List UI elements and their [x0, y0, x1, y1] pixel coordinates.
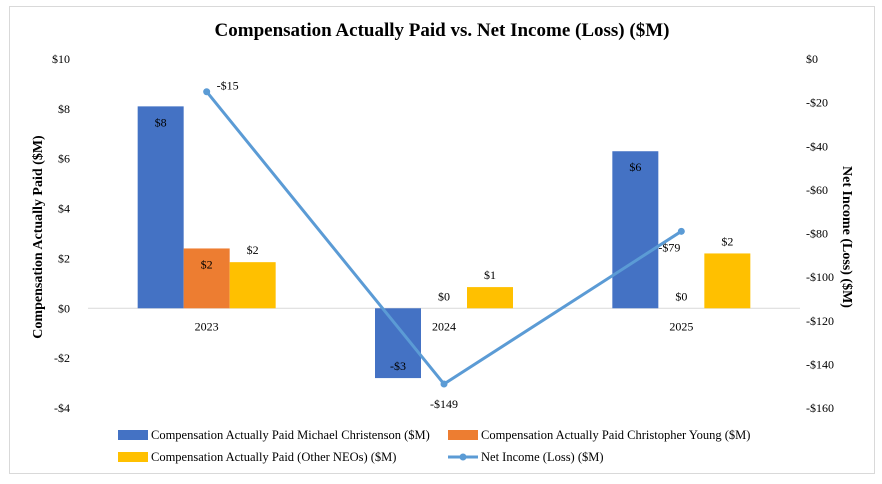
- chart-svg: Compensation Actually Paid vs. Net Incom…: [31, 20, 854, 464]
- y2-tick-label: -$40: [806, 139, 828, 153]
- bar-data-label: $8: [155, 115, 167, 129]
- chart-frame: Compensation Actually Paid vs. Net Incom…: [9, 6, 875, 474]
- bar-labels-group: $8 $2 $2 -$3 $0 $1 $6 $0 $2: [155, 115, 734, 373]
- legend-label: Compensation Actually Paid Michael Chris…: [151, 428, 430, 442]
- y2-tick-label: $0: [806, 52, 818, 66]
- y2-axis-title: Net Income (Loss) ($M): [839, 166, 854, 308]
- bar: [612, 151, 659, 309]
- bar-data-label: -$3: [390, 359, 406, 373]
- legend-marker: [459, 453, 467, 461]
- line-data-label: -$15: [217, 79, 239, 93]
- bar: [137, 106, 184, 309]
- chart-title: Compensation Actually Paid vs. Net Incom…: [215, 20, 670, 41]
- x-tick-label: 2025: [669, 319, 693, 333]
- net-income-line: [205, 90, 683, 386]
- y2-tick-label: -$20: [806, 96, 828, 110]
- y2-tick-label: -$80: [806, 227, 828, 241]
- legend-swatch: [118, 430, 148, 440]
- legend: Compensation Actually Paid Michael Chris…: [118, 428, 750, 464]
- y2-tick-label: -$160: [806, 401, 834, 415]
- y2-tick-label: -$100: [806, 270, 834, 284]
- net-income-point: [440, 380, 448, 388]
- y-axis-ticks: $10 $8 $6 $4 $2 $0 -$2 -$4: [52, 52, 70, 415]
- net-income-point: [677, 227, 685, 235]
- y-tick-label: $8: [58, 102, 70, 116]
- x-tick-label: 2023: [195, 319, 219, 333]
- legend-label: Net Income (Loss) ($M): [481, 450, 604, 464]
- x-tick-label: 2024: [432, 319, 456, 333]
- bar: [183, 248, 230, 309]
- bar-data-label: $1: [484, 268, 496, 282]
- bar-data-label: $2: [721, 234, 733, 248]
- legend-swatch: [448, 430, 478, 440]
- bar-data-label: $6: [629, 160, 641, 174]
- line-data-label: -$79: [658, 240, 680, 254]
- line-data-label: -$149: [430, 397, 458, 411]
- bars-group: [137, 106, 751, 379]
- legend-swatch: [118, 452, 148, 462]
- legend-label: Compensation Actually Paid (Other NEOs) …: [151, 450, 396, 464]
- y2-axis-ticks: $0 -$20 -$40 -$60 -$80 -$100 -$120 -$140 -$160: [806, 52, 834, 415]
- bar-data-label: $2: [201, 257, 213, 271]
- y-tick-label: $0: [58, 301, 70, 315]
- y2-tick-label: -$120: [806, 314, 834, 328]
- y2-tick-label: -$60: [806, 183, 828, 197]
- bar: [467, 287, 513, 309]
- y-tick-label: -$4: [54, 401, 70, 415]
- bar: [375, 308, 421, 379]
- y-tick-label: $6: [58, 152, 70, 166]
- bar-data-label: $0: [438, 289, 450, 303]
- bar: [229, 262, 276, 309]
- net-income-point: [203, 88, 211, 96]
- y-axis-title: Compensation Actually Paid ($M): [31, 135, 46, 339]
- x-axis-ticks: 2023 2024 2025: [195, 319, 694, 333]
- y-tick-label: $4: [58, 202, 70, 216]
- legend-label: Compensation Actually Paid Christopher Y…: [481, 428, 750, 442]
- y-tick-label: -$2: [54, 351, 70, 365]
- bar-data-label: $2: [247, 243, 259, 257]
- y-tick-label: $2: [58, 251, 70, 265]
- y2-tick-label: -$140: [806, 357, 834, 371]
- bar-data-label: $0: [675, 289, 687, 303]
- line-series-group: -$15 -$149 -$79: [203, 79, 685, 411]
- bar: [704, 253, 751, 309]
- y-tick-label: $10: [52, 52, 70, 66]
